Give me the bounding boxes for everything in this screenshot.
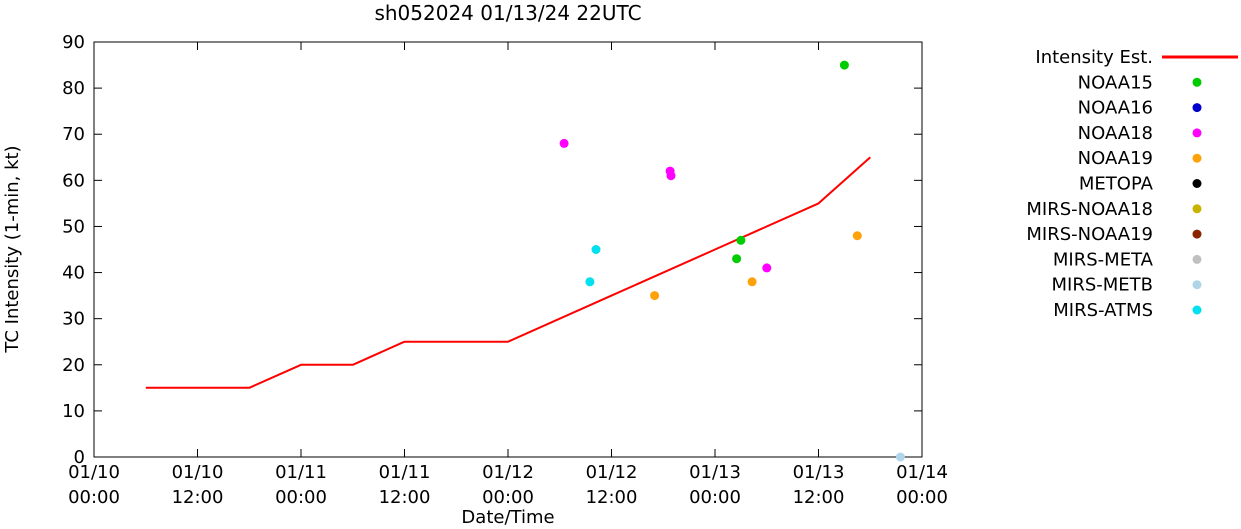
y-tick-label: 70 (62, 124, 85, 145)
x-tick-time: 12:00 (379, 487, 431, 508)
x-tick-date: 01/13 (793, 462, 845, 483)
legend-dot-MIRS-META (1192, 254, 1202, 264)
x-tick-time: 00:00 (68, 487, 120, 508)
data-point-NOAA18 (762, 263, 772, 273)
x-tick-date: 01/10 (68, 462, 120, 483)
plot-dynamic-layer: 0 10 20 30 40 50 60 70 80 90 01/10 00:00 01/10 12:00 0… (62, 32, 1238, 508)
x-tick-time: 12:00 (586, 487, 638, 508)
x-tick-date: 01/12 (586, 462, 638, 483)
legend-dot-NOAA19 (1192, 153, 1202, 163)
data-point-NOAA15 (736, 235, 746, 245)
intensity-line (145, 156, 871, 389)
y-axis-label: TC Intensity (1-min, kt) (2, 145, 23, 353)
x-tick-date: 01/11 (379, 462, 431, 483)
y-tick-label: 80 (62, 78, 85, 99)
x-tick-date: 01/13 (689, 462, 741, 483)
legend-label-NOAA19: NOAA19 (1078, 148, 1153, 169)
data-point-NOAA19 (650, 291, 660, 301)
legend-label-MIRS-NOAA18: MIRS-NOAA18 (1026, 199, 1153, 220)
legend-label-MIRS-ATMS: MIRS-ATMS (1053, 300, 1153, 321)
data-point-NOAA19 (747, 277, 757, 287)
legend-dot-MIRS-NOAA19 (1192, 229, 1202, 239)
data-point-MIRS-ATMS (591, 245, 601, 254)
legend-dot-NOAA16 (1192, 103, 1202, 113)
data-point-MIRS-ATMS (585, 277, 595, 287)
y-tick-label: 50 (62, 216, 85, 237)
legend-dot-METOPA (1192, 179, 1202, 188)
y-tick-label: 40 (62, 263, 85, 284)
legend-label-NOAA15: NOAA15 (1078, 72, 1153, 93)
legend-label-MIRS-NOAA19: MIRS-NOAA19 (1026, 224, 1153, 245)
y-tick-label: 20 (62, 355, 85, 376)
y-tick-label: 60 (62, 170, 85, 191)
legend-label-Intensity-Est-: Intensity Est. (1035, 47, 1153, 68)
data-point-MIRS-METB (895, 452, 905, 462)
x-tick-date: 01/14 (896, 462, 948, 483)
y-tick-label: 90 (62, 32, 85, 53)
legend-label-NOAA18: NOAA18 (1078, 123, 1153, 144)
legend-dot-MIRS-METB (1192, 280, 1202, 290)
legend-dot-MIRS-ATMS (1192, 305, 1202, 315)
x-tick-time: 12:00 (172, 487, 224, 508)
x-tick-time: 00:00 (482, 487, 534, 508)
legend-dot-NOAA15 (1192, 77, 1202, 87)
chart-title: sh052024 01/13/24 22UTC (374, 1, 641, 25)
x-tick-date: 01/10 (172, 462, 224, 483)
legend-dot-MIRS-NOAA18 (1192, 204, 1202, 214)
y-tick-label: 10 (62, 401, 85, 422)
legend-label-MIRS-META: MIRS-META (1053, 249, 1154, 270)
x-tick-time: 12:00 (793, 487, 845, 508)
x-tick-date: 01/11 (275, 462, 327, 483)
legend-label-METOPA: METOPA (1079, 174, 1154, 195)
data-point-NOAA19 (852, 231, 862, 241)
x-tick-time: 00:00 (275, 487, 327, 508)
plot-border (93, 41, 923, 458)
x-tick-time: 00:00 (689, 487, 741, 508)
data-point-NOAA15 (732, 254, 742, 264)
legend-label-NOAA16: NOAA16 (1078, 98, 1153, 119)
legend-dot-NOAA18 (1192, 128, 1202, 138)
x-tick-time: 00:00 (896, 487, 948, 508)
data-point-NOAA18 (559, 138, 569, 148)
data-point-NOAA15 (839, 60, 849, 70)
y-tick-label: 30 (62, 309, 85, 330)
x-tick-date: 01/12 (482, 462, 534, 483)
data-point-NOAA18 (666, 171, 676, 181)
y-tick-label: 0 (74, 447, 85, 468)
x-axis-label: Date/Time (461, 507, 554, 528)
legend-label-MIRS-METB: MIRS-METB (1051, 275, 1153, 296)
